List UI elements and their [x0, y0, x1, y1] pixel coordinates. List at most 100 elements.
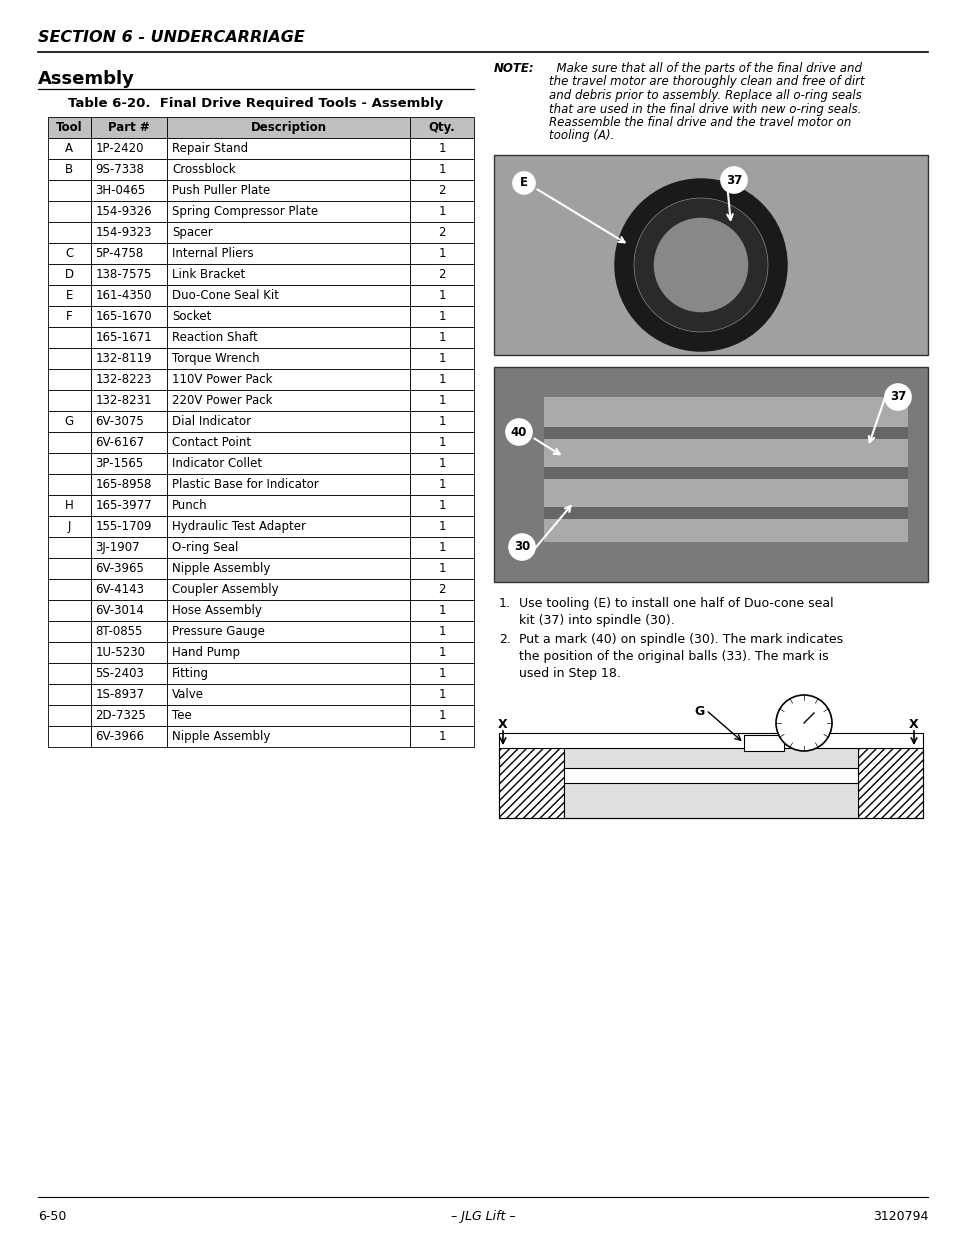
- Bar: [48, 159, 91, 180]
- Bar: [48, 138, 91, 159]
- Bar: [48, 705, 91, 726]
- Text: 1: 1: [437, 709, 445, 722]
- Bar: [410, 243, 474, 264]
- Text: 2: 2: [437, 226, 445, 240]
- Text: 3P-1565: 3P-1565: [95, 457, 144, 471]
- Text: Put a mark (40) on spindle (30). The mark indicates
the position of the original: Put a mark (40) on spindle (30). The mar…: [518, 634, 842, 680]
- Bar: [91, 516, 167, 537]
- Text: 1: 1: [437, 625, 445, 638]
- Bar: [410, 117, 474, 138]
- Bar: [167, 222, 410, 243]
- Bar: [91, 558, 167, 579]
- Text: 1: 1: [437, 499, 445, 513]
- Text: Nipple Assembly: Nipple Assembly: [172, 730, 271, 743]
- Bar: [410, 600, 474, 621]
- Text: 1: 1: [437, 730, 445, 743]
- Bar: [91, 453, 167, 474]
- Bar: [167, 432, 410, 453]
- Text: Duo-Cone Seal Kit: Duo-Cone Seal Kit: [172, 289, 279, 303]
- Text: 1: 1: [437, 163, 445, 177]
- Bar: [167, 726, 410, 747]
- Bar: [48, 558, 91, 579]
- Text: 165-8958: 165-8958: [95, 478, 152, 492]
- Bar: [563, 748, 857, 768]
- Text: Hydraulic Test Adapter: Hydraulic Test Adapter: [172, 520, 306, 534]
- Bar: [48, 621, 91, 642]
- Text: Table 6-20.  Final Drive Required Tools - Assembly: Table 6-20. Final Drive Required Tools -…: [69, 98, 443, 110]
- Bar: [167, 243, 410, 264]
- Text: 161-4350: 161-4350: [95, 289, 152, 303]
- Bar: [48, 600, 91, 621]
- Bar: [494, 693, 927, 839]
- Text: 132-8231: 132-8231: [95, 394, 152, 408]
- Text: Repair Stand: Repair Stand: [172, 142, 248, 156]
- Bar: [91, 390, 167, 411]
- Text: Crossblock: Crossblock: [172, 163, 235, 177]
- Bar: [167, 453, 410, 474]
- Bar: [167, 705, 410, 726]
- Text: 1: 1: [437, 394, 445, 408]
- Text: Description: Description: [251, 121, 326, 135]
- Bar: [410, 558, 474, 579]
- Text: Assembly: Assembly: [38, 70, 134, 88]
- Bar: [167, 390, 410, 411]
- Bar: [167, 159, 410, 180]
- Text: 2: 2: [437, 268, 445, 282]
- Bar: [167, 180, 410, 201]
- Bar: [167, 684, 410, 705]
- Text: Valve: Valve: [172, 688, 204, 701]
- Text: J: J: [68, 520, 71, 534]
- Bar: [48, 432, 91, 453]
- Text: 1: 1: [437, 142, 445, 156]
- Text: 1: 1: [437, 541, 445, 555]
- Text: Make sure that all of the parts of the final drive and: Make sure that all of the parts of the f…: [548, 62, 862, 75]
- Bar: [48, 474, 91, 495]
- Bar: [494, 156, 927, 354]
- Text: D: D: [65, 268, 73, 282]
- Text: Tee: Tee: [172, 709, 192, 722]
- Bar: [48, 663, 91, 684]
- Text: 1S-8937: 1S-8937: [95, 688, 145, 701]
- Bar: [543, 508, 907, 519]
- Text: Push Puller Plate: Push Puller Plate: [172, 184, 271, 198]
- Bar: [410, 222, 474, 243]
- Bar: [167, 138, 410, 159]
- Bar: [410, 411, 474, 432]
- Bar: [410, 264, 474, 285]
- Text: 1: 1: [437, 415, 445, 429]
- Bar: [410, 432, 474, 453]
- Text: – JLG Lift –: – JLG Lift –: [450, 1210, 515, 1223]
- Text: Plastic Base for Indicator: Plastic Base for Indicator: [172, 478, 318, 492]
- Bar: [743, 735, 783, 751]
- Text: 3H-0465: 3H-0465: [95, 184, 146, 198]
- Bar: [91, 369, 167, 390]
- Text: that are used in the final drive with new o-ring seals.: that are used in the final drive with ne…: [548, 103, 861, 116]
- Bar: [48, 390, 91, 411]
- Bar: [543, 396, 907, 542]
- Bar: [91, 600, 167, 621]
- Text: Indicator Collet: Indicator Collet: [172, 457, 262, 471]
- Bar: [167, 369, 410, 390]
- Bar: [48, 327, 91, 348]
- Bar: [410, 201, 474, 222]
- Bar: [91, 621, 167, 642]
- Text: 30: 30: [514, 541, 530, 553]
- Text: Reassemble the final drive and the travel motor on: Reassemble the final drive and the trave…: [548, 116, 850, 128]
- Bar: [91, 138, 167, 159]
- Text: F: F: [66, 310, 72, 324]
- Text: 5P-4758: 5P-4758: [95, 247, 144, 261]
- Bar: [167, 537, 410, 558]
- Bar: [91, 432, 167, 453]
- Bar: [167, 516, 410, 537]
- Text: Reaction Shaft: Reaction Shaft: [172, 331, 257, 345]
- Text: C: C: [65, 247, 73, 261]
- Text: 1: 1: [437, 310, 445, 324]
- Text: 1: 1: [437, 373, 445, 387]
- Bar: [410, 138, 474, 159]
- Bar: [48, 348, 91, 369]
- Text: Torque Wrench: Torque Wrench: [172, 352, 259, 366]
- Text: 1: 1: [437, 331, 445, 345]
- Bar: [410, 348, 474, 369]
- Text: 165-3977: 165-3977: [95, 499, 152, 513]
- Text: E: E: [519, 177, 527, 189]
